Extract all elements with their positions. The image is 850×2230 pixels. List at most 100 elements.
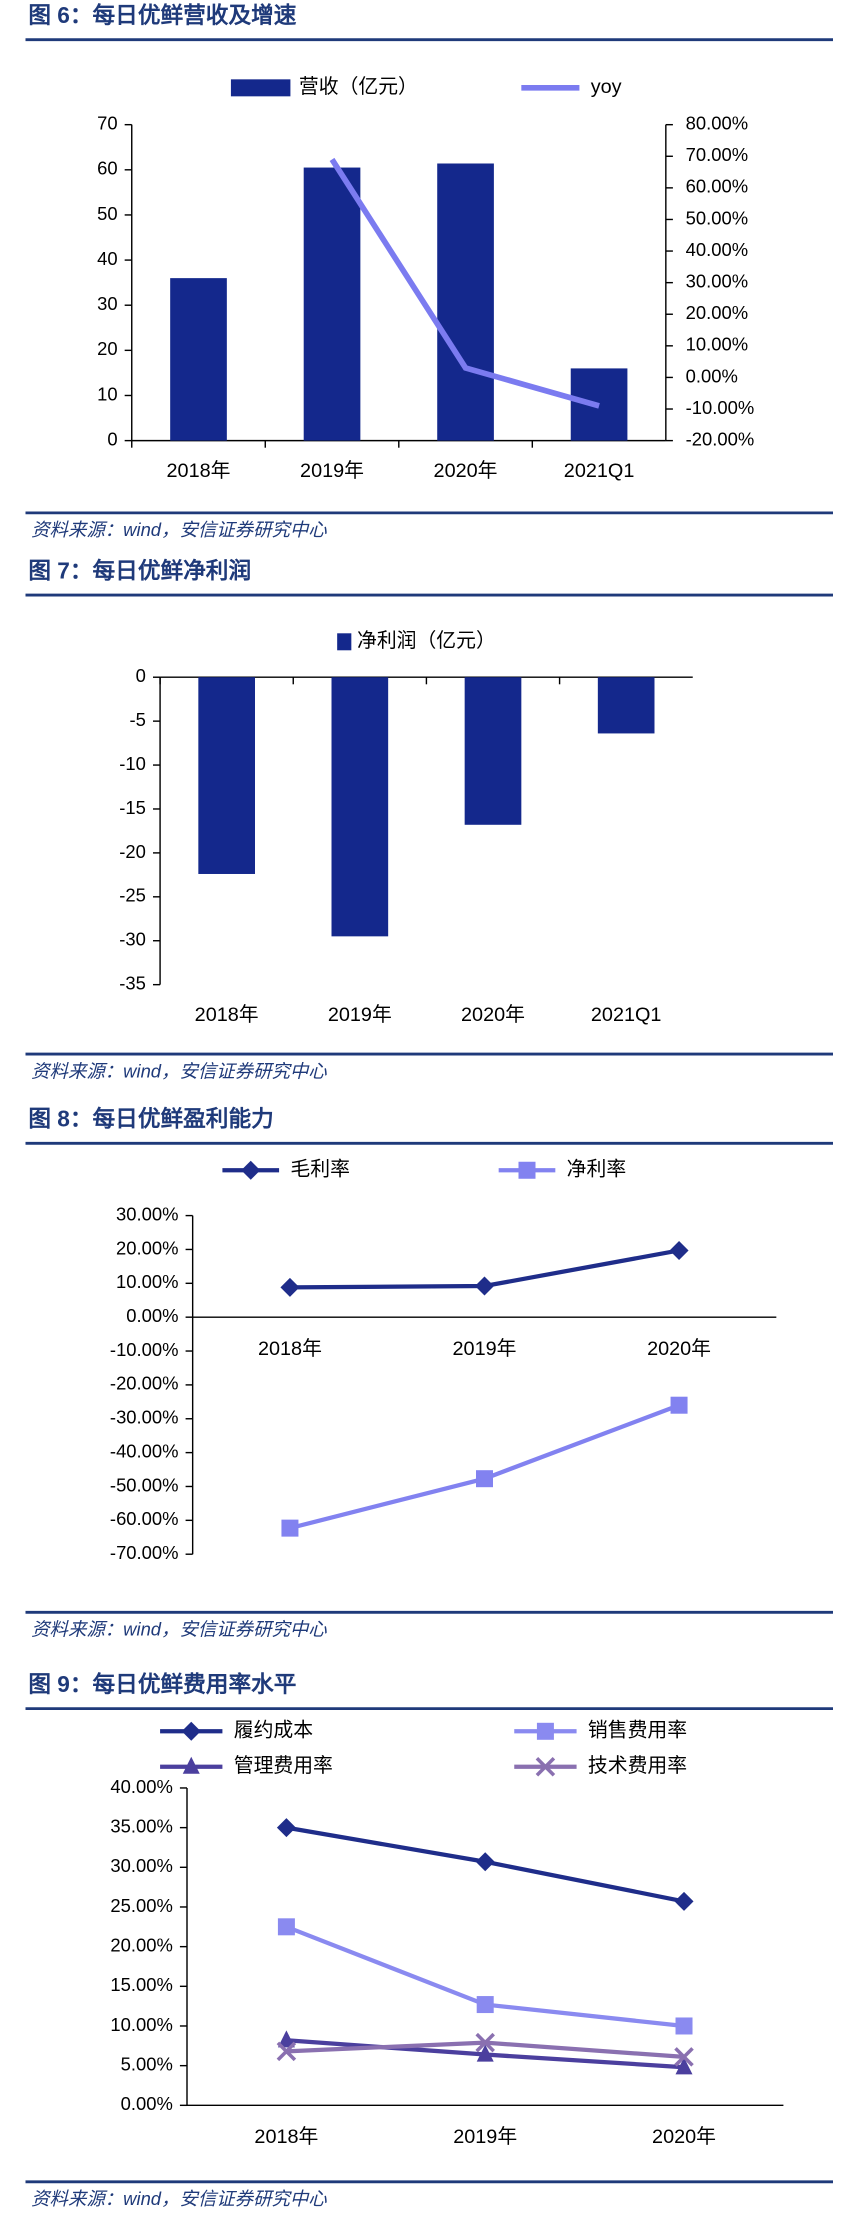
legend-label: 毛利率 [290, 1158, 349, 1180]
legend-label: 销售费用率 [588, 1720, 687, 1742]
legend-marker [536, 1722, 554, 1740]
y-tick-label: 60 [97, 158, 117, 179]
y2-tick-label: 60.00% [686, 176, 748, 197]
bar [198, 677, 255, 874]
x-tick-label: 2018年 [254, 2126, 318, 2148]
y-tick-label: -25 [119, 885, 146, 906]
y-tick-label: -70.00% [110, 1542, 179, 1563]
y-tick-label: 30 [97, 293, 117, 314]
x-tick-label: 2020年 [461, 1004, 525, 1026]
legend-label: 履约成本 [234, 1720, 313, 1742]
bar [437, 163, 494, 441]
y-tick-label: 40 [97, 248, 117, 269]
source-note: 资料来源：wind，安信证券研究中心 [31, 1060, 327, 1081]
y-tick-label: 10 [97, 383, 117, 404]
y-tick-label: 15.00% [110, 1974, 172, 1995]
y-tick-label: 0.00% [126, 1305, 178, 1326]
y-tick-label: 20.00% [116, 1237, 178, 1258]
legend-marker [535, 1756, 556, 1777]
legend-marker [518, 1161, 536, 1179]
bar [331, 677, 389, 937]
legend-marker [182, 1756, 200, 1774]
marker [280, 1277, 300, 1297]
marker [674, 1891, 694, 1911]
y-tick-label: -50.00% [110, 1474, 179, 1495]
figure-title: 图 8：每日优鲜盈利能力 [28, 1106, 273, 1132]
marker [475, 2032, 495, 2053]
source-note: 资料来源：wind，安信证券研究中心 [31, 1619, 327, 1640]
x-tick-label: 2019年 [453, 1338, 517, 1360]
y-tick-label: 0 [107, 428, 117, 449]
bar [597, 677, 655, 734]
legend-label: 净利润（亿元） [357, 630, 496, 652]
y-tick-label: 70 [97, 113, 117, 134]
x-tick-label: 2021Q1 [564, 460, 635, 482]
y2-tick-label: 50.00% [686, 207, 748, 228]
legend-label: 技术费用率 [588, 1755, 687, 1777]
y-tick-label: 10.00% [110, 2014, 172, 2035]
marker [475, 1852, 495, 1872]
figure-title: 图 7：每日优鲜净利润 [28, 557, 251, 583]
legend-label: yoy [591, 76, 622, 98]
marker [670, 1396, 688, 1414]
source-note: 资料来源：wind，安信证券研究中心 [31, 2188, 327, 2209]
y-tick-label: -10 [119, 753, 146, 774]
y-tick-label: 50 [97, 203, 117, 224]
y-tick-label: -15 [119, 797, 146, 818]
y2-tick-label: 30.00% [686, 271, 748, 292]
marker [669, 1240, 689, 1260]
legend-swatch [337, 633, 352, 651]
bar [170, 278, 227, 441]
y-tick-label: 20 [97, 338, 117, 359]
marker [675, 2057, 693, 2075]
legend-label: 管理费用率 [234, 1755, 333, 1777]
legend-marker [241, 1160, 261, 1180]
y-tick-label: -20.00% [110, 1373, 179, 1394]
marker [281, 1519, 299, 1537]
y-tick-label: 0 [136, 665, 146, 686]
legend-label: 净利率 [567, 1158, 626, 1180]
bar [303, 167, 361, 441]
y-tick-label: 10.00% [116, 1271, 178, 1292]
x-tick-label: 2018年 [195, 1004, 259, 1026]
y2-tick-label: 20.00% [686, 302, 748, 323]
y-tick-label: 0.00% [121, 2093, 173, 2114]
marker [476, 1996, 494, 2014]
x-tick-label: 2018年 [258, 1338, 322, 1360]
y-tick-label: -20 [119, 841, 146, 862]
y-tick-label: 20.00% [110, 1935, 172, 1956]
x-tick-label: 2020年 [652, 2126, 716, 2148]
figure-title: 图 9：每日优鲜费用率水平 [28, 1671, 296, 1697]
y-tick-label: -10.00% [110, 1339, 179, 1360]
series-line [289, 1403, 680, 1531]
y-tick-label: 35.00% [110, 1815, 172, 1836]
marker [276, 2041, 297, 2062]
legend-swatch [230, 79, 291, 97]
y-tick-label: -40.00% [110, 1440, 179, 1461]
figure-title: 图 6：每日优鲜营收及增速 [28, 2, 296, 28]
marker [674, 2047, 694, 2067]
x-tick-label: 2021Q1 [591, 1004, 662, 1026]
y-tick-label: 40.00% [110, 1776, 172, 1797]
marker [474, 1276, 495, 1296]
legend-label: 营收（亿元） [299, 76, 418, 98]
y2-tick-label: 0.00% [686, 365, 738, 386]
y2-tick-label: 70.00% [686, 144, 748, 165]
x-tick-label: 2019年 [328, 1004, 392, 1026]
marker [277, 1918, 295, 1936]
y-tick-label: -60.00% [110, 1508, 179, 1529]
y-tick-label: 30.00% [110, 1855, 172, 1876]
source-note: 资料来源：wind，安信证券研究中心 [31, 519, 327, 540]
x-tick-label: 2018年 [167, 460, 231, 482]
y2-tick-label: 80.00% [686, 113, 748, 134]
marker [476, 1470, 493, 1488]
y2-tick-label: -20.00% [686, 428, 755, 449]
y-tick-label: -30 [119, 929, 146, 950]
y-tick-label: 5.00% [121, 2054, 173, 2075]
marker [276, 1818, 296, 1838]
x-tick-label: 2020年 [647, 1338, 711, 1360]
bar [464, 677, 522, 825]
x-tick-label: 2020年 [434, 460, 498, 482]
y-tick-label: -30.00% [110, 1407, 179, 1428]
